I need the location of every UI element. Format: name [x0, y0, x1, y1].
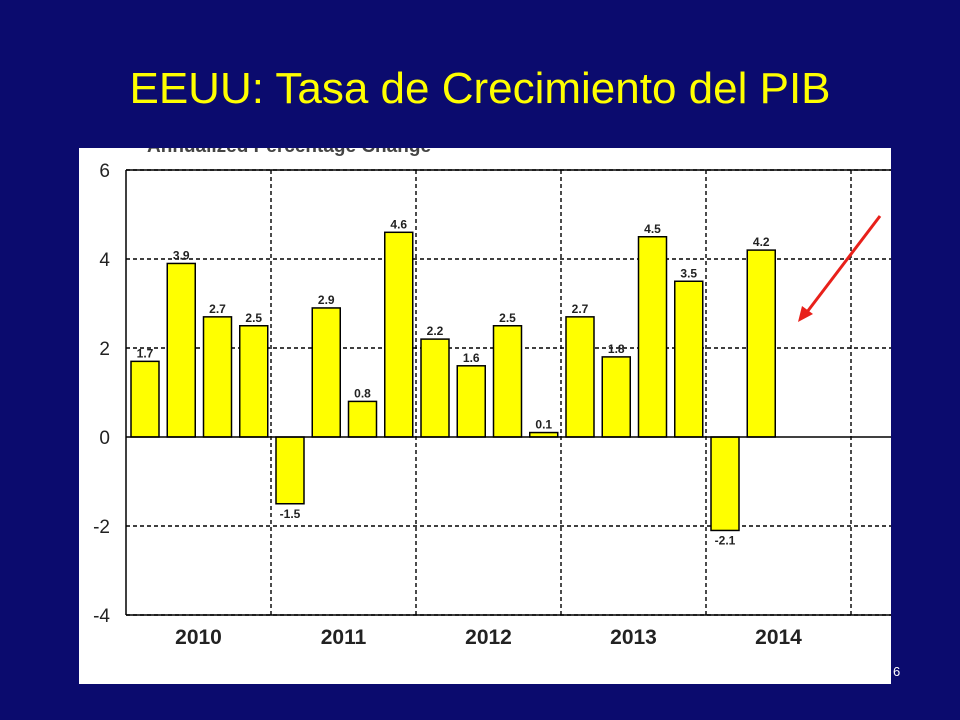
arrow-head — [798, 306, 813, 322]
bar-2014Q2 — [746, 249, 776, 438]
bar-2011Q4 — [384, 231, 414, 438]
value-label-2013Q2: 1.8 — [608, 342, 625, 356]
value-label-2010Q3: 2.7 — [209, 302, 226, 316]
y-tick-label: 0 — [99, 428, 110, 449]
bar-2011Q1 — [275, 436, 305, 505]
bar-2010Q4 — [239, 325, 269, 438]
arrow-shaft — [802, 215, 882, 317]
chart-subtitle: Annualized Percentage Change — [147, 148, 707, 156]
value-label-2013Q1: 2.7 — [572, 302, 589, 316]
bar-2012Q1 — [420, 338, 450, 438]
x-year-label-2014: 2014 — [755, 626, 802, 649]
chart-panel: Annualized Percentage Change 1.7 3.9 2.7 2.… — [79, 148, 891, 684]
x-year-label-2011: 2011 — [321, 626, 367, 649]
y-tick-label: -4 — [93, 606, 110, 627]
bar-2013Q4 — [674, 280, 704, 438]
slide-title: EEUU: Tasa de Crecimiento del PIB — [129, 64, 831, 113]
x-year-label-2012: 2012 — [465, 626, 512, 649]
bar-2012Q3 — [492, 325, 523, 438]
bar-chart: 1.7 3.9 2.7 2.5 -1.5 2.9 0.8 4.6 2.2 1.6 2.5 0.1 2.7… — [93, 161, 891, 649]
bar-2012Q2 — [456, 365, 486, 438]
value-label-2012Q2: 1.6 — [463, 351, 480, 365]
value-label-2011Q4: 4.6 — [390, 217, 407, 231]
value-label-2014Q1: -2.1 — [715, 533, 736, 547]
value-label-2012Q4: 0.1 — [535, 418, 552, 432]
bar-2011Q2 — [311, 307, 341, 438]
bar-2013Q2 — [601, 356, 631, 438]
red-arrow-icon — [798, 215, 882, 322]
value-label-2011Q1: -1.5 — [280, 507, 301, 521]
value-label-2013Q3: 4.5 — [644, 222, 661, 236]
bar-2013Q1 — [565, 316, 595, 438]
value-label-2010Q2: 3.9 — [173, 248, 190, 262]
y-tick-label: 6 — [99, 161, 110, 182]
bar-2010Q1 — [130, 360, 160, 438]
chart-bars — [130, 231, 776, 532]
x-year-label-2010: 2010 — [175, 626, 222, 649]
bar-2010Q2 — [166, 262, 196, 438]
bar-2011Q3 — [347, 400, 378, 438]
value-label-2011Q2: 2.9 — [318, 293, 335, 307]
y-tick-label: 4 — [99, 250, 110, 271]
value-label-2010Q1: 1.7 — [137, 346, 154, 360]
chart-value-labels: 1.7 3.9 2.7 2.5 -1.5 2.9 0.8 4.6 2.2 1.6 2.5 0.1 2.7… — [137, 217, 770, 547]
page-number: 6 — [893, 664, 901, 679]
value-label-2010Q4: 2.5 — [245, 311, 262, 325]
value-label-2014Q2: 4.2 — [753, 235, 770, 249]
bar-2014Q1 — [710, 436, 740, 532]
bar-2010Q3 — [202, 316, 233, 438]
value-label-2012Q1: 2.2 — [427, 324, 444, 338]
value-label-2013Q4: 3.5 — [680, 266, 697, 280]
x-year-label-2013: 2013 — [610, 626, 657, 649]
y-tick-label: -2 — [93, 517, 110, 538]
bar-2013Q3 — [637, 236, 668, 438]
chart-annotation — [798, 215, 882, 322]
chart-axis: 6 4 2 0 -2 -4 2010 2011 2012 2013 2014 — [93, 161, 891, 649]
y-tick-label: 2 — [99, 339, 110, 360]
value-label-2012Q3: 2.5 — [499, 311, 516, 325]
value-label-2011Q3: 0.8 — [354, 386, 371, 400]
